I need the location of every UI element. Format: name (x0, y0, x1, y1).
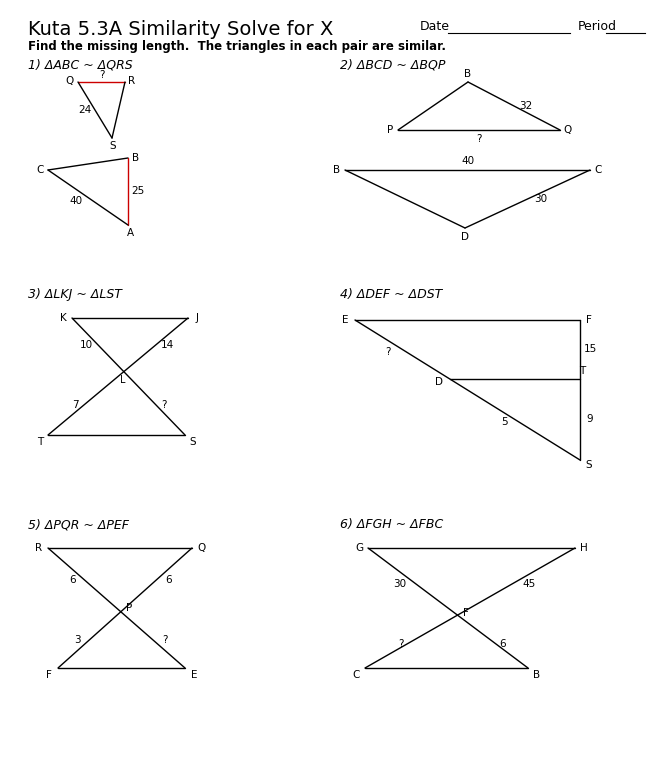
Text: 1) ΔABC ~ ΔQRS: 1) ΔABC ~ ΔQRS (28, 58, 133, 71)
Text: T: T (37, 437, 43, 447)
Text: 30: 30 (534, 194, 547, 204)
Text: L: L (120, 374, 125, 384)
Text: 30: 30 (393, 578, 406, 588)
Text: T: T (579, 366, 585, 376)
Text: 15: 15 (584, 344, 596, 354)
Text: 45: 45 (523, 578, 536, 588)
Text: ?: ? (99, 70, 104, 80)
Text: ?: ? (161, 400, 167, 410)
Text: 5) ΔPQR ~ ΔPEF: 5) ΔPQR ~ ΔPEF (28, 518, 129, 531)
Text: 5: 5 (502, 417, 508, 427)
Text: H: H (580, 543, 588, 553)
Text: S: S (109, 141, 116, 151)
Text: 3) ΔLKJ ~ ΔLST: 3) ΔLKJ ~ ΔLST (28, 288, 122, 301)
Text: E: E (191, 670, 197, 680)
Text: ?: ? (398, 639, 404, 649)
Text: F: F (46, 670, 52, 680)
Text: B: B (534, 670, 540, 680)
Text: 24: 24 (79, 105, 91, 115)
Text: D: D (461, 232, 469, 242)
Text: 25: 25 (131, 186, 145, 196)
Text: ?: ? (162, 635, 167, 645)
Text: B: B (133, 153, 139, 163)
Text: 3: 3 (74, 635, 81, 645)
Text: 10: 10 (79, 340, 93, 350)
Text: S: S (189, 437, 196, 447)
Text: 2) ΔBCD ~ ΔBQP: 2) ΔBCD ~ ΔBQP (340, 58, 446, 71)
Text: B: B (464, 69, 472, 79)
Text: 40: 40 (461, 156, 474, 166)
Text: K: K (59, 313, 67, 323)
Text: R: R (129, 76, 135, 86)
Text: ?: ? (386, 347, 391, 357)
Text: 40: 40 (69, 196, 83, 206)
Text: Period: Period (578, 20, 617, 33)
Text: ?: ? (476, 134, 482, 144)
Text: G: G (355, 543, 363, 553)
Text: R: R (35, 543, 43, 553)
Text: 6: 6 (69, 575, 76, 585)
Text: 32: 32 (520, 101, 533, 111)
Text: Date: Date (420, 20, 450, 33)
Text: Find the missing length.  The triangles in each pair are similar.: Find the missing length. The triangles i… (28, 40, 446, 53)
Text: 4) ΔDEF ~ ΔDST: 4) ΔDEF ~ ΔDST (340, 288, 442, 301)
Text: 14: 14 (161, 340, 175, 350)
Text: F: F (463, 608, 468, 618)
Text: Q: Q (564, 125, 572, 135)
Text: 6: 6 (165, 575, 171, 585)
Text: P: P (125, 603, 132, 613)
Text: Q: Q (66, 76, 74, 86)
Text: A: A (127, 228, 133, 238)
Text: E: E (342, 315, 348, 325)
Text: D: D (436, 377, 444, 387)
Text: C: C (594, 165, 602, 175)
Text: J: J (195, 313, 199, 323)
Text: Q: Q (197, 543, 205, 553)
Text: C: C (352, 670, 360, 680)
Text: 7: 7 (73, 400, 79, 410)
Text: S: S (586, 460, 592, 470)
Text: 9: 9 (587, 414, 594, 424)
Text: B: B (334, 165, 341, 175)
Text: F: F (586, 315, 592, 325)
Text: Kuta 5.3A Similarity Solve for X: Kuta 5.3A Similarity Solve for X (28, 20, 334, 39)
Text: C: C (36, 165, 43, 175)
Text: 6) ΔFGH ~ ΔFBC: 6) ΔFGH ~ ΔFBC (340, 518, 444, 531)
Text: P: P (387, 125, 393, 135)
Text: 6: 6 (500, 639, 506, 649)
